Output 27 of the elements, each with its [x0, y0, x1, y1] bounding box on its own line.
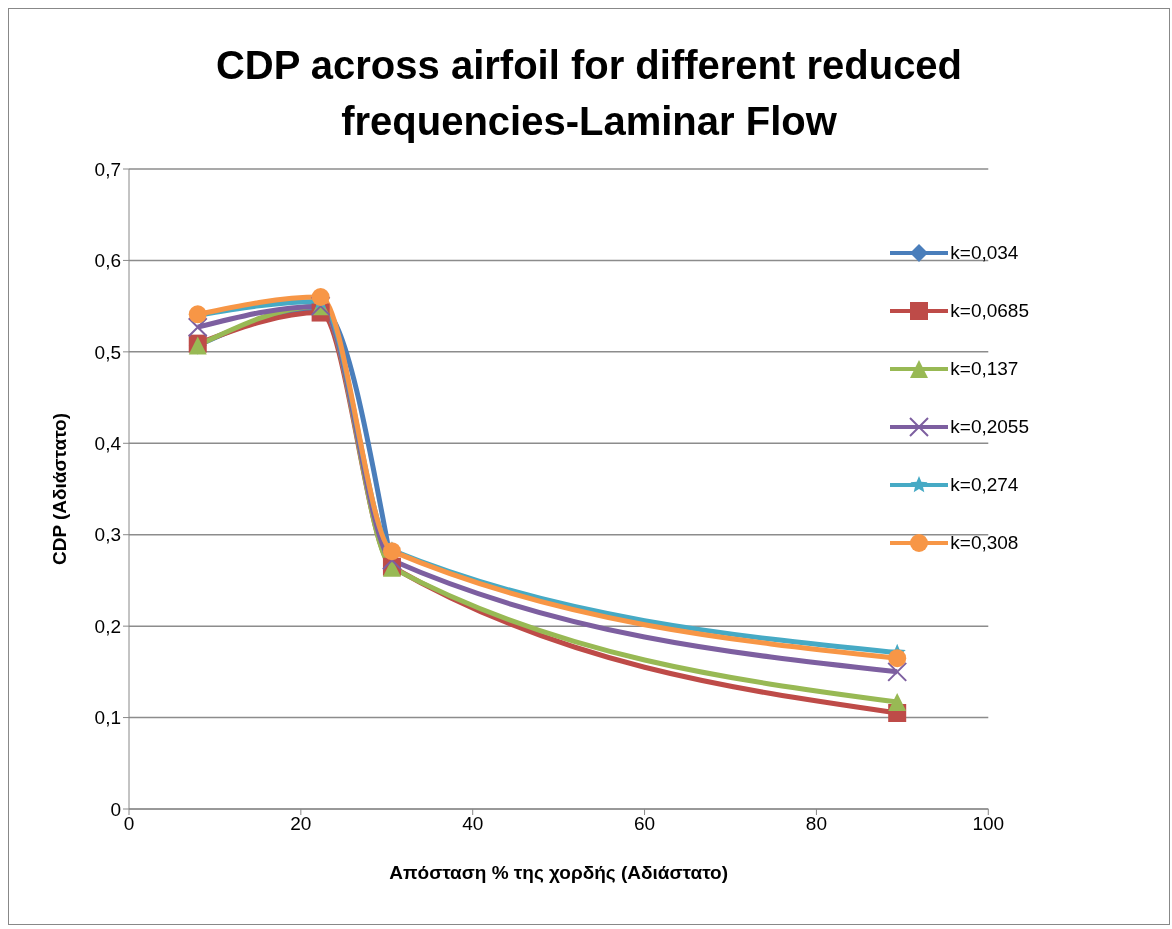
y-axis-title: CDP (Αδιάστατο) [48, 412, 70, 566]
y-tick-label: 0,3 [94, 524, 121, 546]
legend-label: k=0,274 [950, 474, 1019, 496]
point [888, 649, 907, 668]
y-tick-label: 0,5 [94, 341, 121, 363]
legend-label: k=0,2055 [950, 416, 1029, 438]
x-axis-title: Απόσταση % της χορδής (Αδιάστατο) [389, 862, 729, 883]
y-tick-label: 0,1 [94, 707, 121, 729]
legend-label: k=0,308 [950, 532, 1019, 554]
x-tick-label: 100 [972, 813, 1005, 835]
point [311, 288, 330, 306]
point [887, 661, 908, 682]
legend-label: k=0,0685 [950, 300, 1029, 322]
x-tick-label: 40 [462, 813, 484, 835]
x-tick-label: 60 [634, 813, 656, 835]
legend-label: k=0,034 [950, 242, 1019, 264]
legend-label: k=0,137 [950, 358, 1019, 380]
x-tick-label: 20 [290, 813, 312, 835]
y-tick-label: 0,4 [94, 433, 122, 455]
x-tick-label: 80 [805, 813, 827, 835]
point [888, 693, 907, 712]
chart-title: CDP across airfoil for different reduced frequencies-Laminar Flow [214, 42, 964, 145]
point [187, 317, 208, 338]
y-tick-label: 0,6 [94, 250, 121, 272]
y-tick-label: 0,2 [94, 615, 121, 637]
y-tick-label: 0 [110, 798, 121, 820]
y-tick-label: 0,7 [94, 158, 121, 180]
